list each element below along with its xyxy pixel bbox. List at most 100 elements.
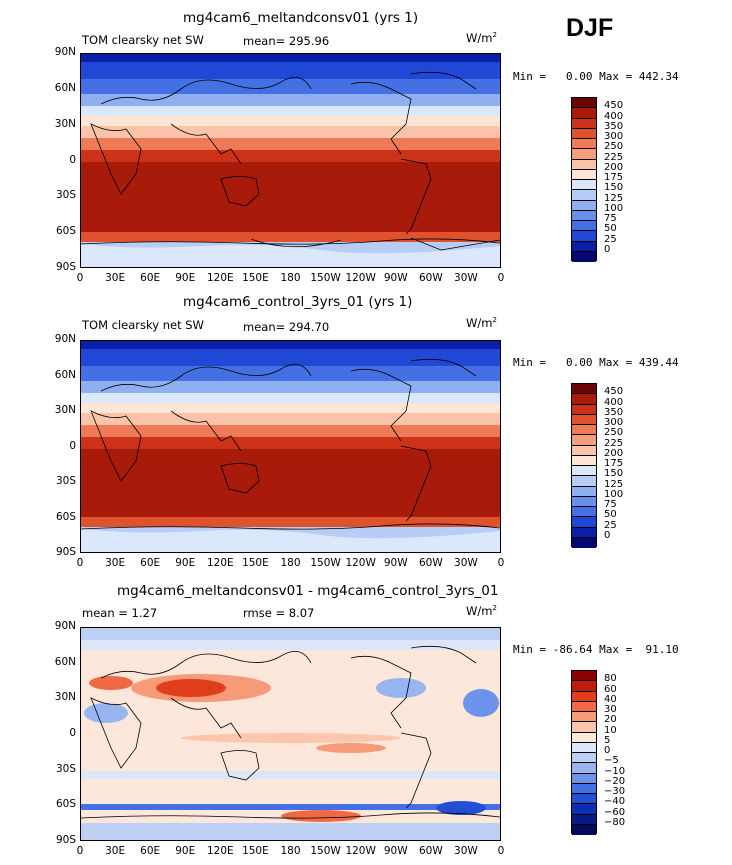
colorbar-swatch — [572, 742, 596, 753]
colorbar-swatch — [572, 384, 596, 395]
x-tick-label: 90W — [383, 845, 408, 857]
colorbar-label: 175 — [604, 172, 624, 183]
colorbar-label: 50 — [604, 223, 617, 235]
colorbar-swatch — [572, 394, 596, 405]
panel1-variable-label: TOM clearsky net SW — [82, 33, 204, 47]
x-tick-label: 30E — [105, 845, 126, 857]
panel1-title: mg4cam6_meltandconsv01 (yrs 1) — [183, 10, 419, 26]
colorbar-swatch — [572, 221, 596, 232]
colorbar-label: 20 — [604, 714, 617, 726]
colorbar-swatch — [572, 118, 596, 129]
colorbar-label: −20 — [604, 775, 626, 787]
x-tick-label: 60W — [418, 845, 443, 857]
y-tick-label: 90N — [54, 620, 76, 632]
colorbar-label: 80 — [604, 673, 617, 685]
colorbar-swatch — [572, 169, 596, 180]
x-tick-label: 0 — [76, 557, 84, 569]
colorbar-label: 0 — [604, 529, 611, 541]
x-tick-label: 60E — [140, 557, 161, 569]
x-tick-label: 150E — [242, 845, 269, 857]
x-tick-label: 60W — [418, 557, 443, 569]
colorbar-label: 250 — [604, 427, 624, 439]
y-tick-label: 90S — [55, 546, 76, 558]
colorbar-swatch — [572, 496, 596, 507]
panel1-mean-label: mean= 295.96 — [243, 34, 330, 48]
colorbar-swatch — [572, 824, 596, 835]
panel3-map-svg — [81, 628, 500, 840]
x-tick-label: 120W — [345, 557, 376, 569]
colorbar-swatch — [572, 251, 596, 262]
colorbar-swatch — [572, 476, 596, 487]
colorbar-label: 200 — [604, 447, 624, 459]
x-tick-label: 150W — [310, 272, 341, 284]
colorbar-label: 75 — [604, 499, 617, 510]
colorbar-label: 60 — [604, 683, 617, 695]
colorbar-swatch — [572, 445, 596, 456]
colorbar-label: 225 — [604, 151, 624, 163]
y-tick-label: 0 — [69, 727, 76, 739]
colorbar-swatch — [572, 200, 596, 211]
x-tick-label: 30W — [454, 557, 478, 569]
colorbar-label: 350 — [604, 406, 624, 418]
colorbar-label: −40 — [604, 796, 626, 808]
panel2-colorbar — [571, 383, 597, 548]
colorbar-label: 75 — [604, 213, 617, 224]
colorbar-swatch — [572, 671, 596, 682]
colorbar-swatch — [572, 517, 596, 528]
x-tick-label: 120W — [345, 272, 376, 284]
x-tick-label: 0 — [497, 272, 505, 284]
colorbar-label: 0 — [604, 745, 611, 756]
x-tick-label: 90E — [175, 845, 196, 857]
colorbar-swatch — [572, 149, 596, 160]
x-tick-label: 90W — [383, 272, 408, 284]
panel1-colorbar — [571, 97, 597, 262]
y-tick-label: 60N — [54, 655, 76, 668]
colorbar-swatch — [572, 139, 596, 150]
colorbar-label: 125 — [604, 192, 624, 204]
y-tick-label: 60N — [54, 368, 76, 381]
colorbar-label: −60 — [604, 806, 626, 818]
colorbar-swatch — [572, 159, 596, 170]
colorbar-label: 200 — [604, 161, 624, 173]
colorbar-label: 225 — [604, 437, 624, 449]
x-tick-label: 180 — [280, 272, 301, 284]
colorbar-swatch — [572, 783, 596, 794]
colorbar-label: 300 — [604, 131, 624, 142]
colorbar-swatch — [572, 241, 596, 252]
colorbar-label: −30 — [604, 786, 626, 797]
x-tick-label: 60E — [140, 845, 161, 857]
colorbar-swatch — [572, 108, 596, 119]
colorbar-label: −80 — [604, 816, 626, 828]
x-tick-label: 180 — [280, 845, 301, 857]
y-tick-label: 60N — [54, 81, 76, 94]
x-tick-label: 60E — [140, 272, 161, 284]
panel3-mean-label: mean = 1.27 — [82, 606, 158, 620]
colorbar-swatch — [572, 486, 596, 497]
colorbar-label: 125 — [604, 478, 624, 490]
colorbar-label: 175 — [604, 458, 624, 469]
colorbar-swatch — [572, 455, 596, 466]
colorbar-label: 400 — [604, 396, 624, 408]
colorbar-swatch — [572, 98, 596, 109]
x-tick-label: 0 — [497, 845, 505, 857]
y-tick-label: 30N — [54, 117, 76, 130]
panel3-title: mg4cam6_meltandconsv01 - mg4cam6_control… — [117, 583, 499, 599]
x-tick-label: 30E — [105, 557, 126, 569]
x-tick-label: 90E — [175, 557, 196, 569]
y-tick-label: 90S — [55, 834, 76, 846]
panel3-units-label: W/m2 — [466, 604, 497, 618]
panel2-variable-label: TOM clearsky net SW — [82, 318, 204, 332]
x-tick-label: 150E — [242, 272, 269, 284]
y-tick-label: 90N — [54, 333, 76, 345]
colorbar-swatch — [572, 732, 596, 743]
colorbar-swatch — [572, 763, 596, 774]
x-tick-label: 0 — [497, 557, 505, 569]
x-tick-label: 90E — [175, 272, 196, 284]
x-tick-label: 150E — [242, 557, 269, 569]
x-tick-label: 0 — [76, 272, 84, 284]
colorbar-swatch — [572, 681, 596, 692]
y-tick-label: 90N — [54, 46, 76, 58]
panel3-colorbar — [571, 670, 597, 835]
colorbar-swatch — [572, 404, 596, 415]
season-label: DJF — [566, 14, 614, 42]
